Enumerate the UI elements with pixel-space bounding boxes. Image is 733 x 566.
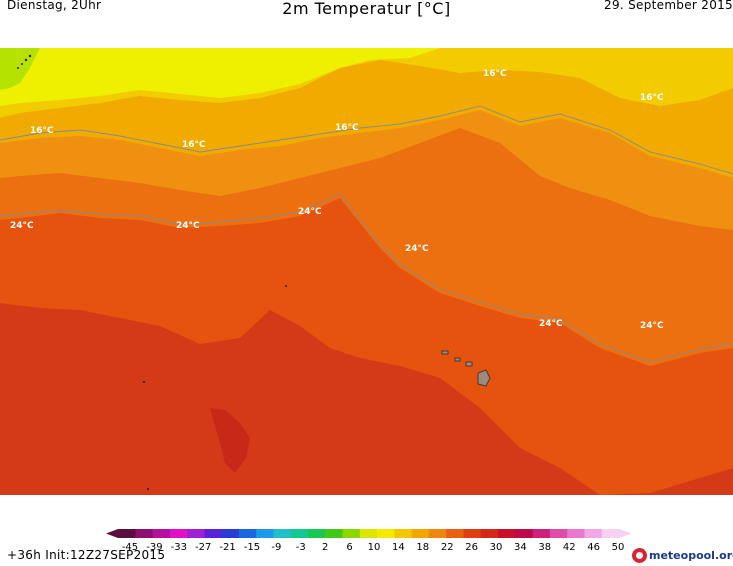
scale-tick-label: 10: [368, 542, 381, 553]
color-scale: -45 -39 -33 -27 -21 -15 -9 -3 2 6 10 14 18 22 26 30 34 38…: [106, 529, 631, 553]
forecast-date: 29. September 2015: [604, 0, 733, 12]
scale-segment: [567, 529, 586, 538]
scale-tick-label: 30: [490, 542, 503, 553]
scale-segment: [325, 529, 344, 538]
scale-tick-label: 38: [538, 542, 551, 553]
isotherm-label: 16°C: [640, 93, 664, 103]
scale-segment: [118, 529, 136, 538]
scale-segment: [480, 529, 499, 538]
isotherm-label: 24°C: [640, 321, 664, 331]
run-info: +36h Init:12Z27SEP2015: [7, 548, 166, 562]
forecast-day-time: Dienstag, 2Uhr: [7, 0, 102, 12]
scale-tick-label: 46: [587, 542, 600, 553]
scale-segment: [463, 529, 482, 538]
scale-segment: [187, 529, 205, 538]
scale-tick-label: 50: [612, 542, 625, 553]
scale-tick-label: -3: [296, 542, 306, 553]
meteopool-logo[interactable]: meteopool.org: [632, 546, 733, 564]
scale-segment: [549, 529, 568, 538]
scale-segment: [394, 529, 413, 538]
isotherm-label: 16°C: [182, 140, 206, 150]
scale-tick-label: -27: [195, 542, 211, 553]
map-title: 2m Temperatur [°C]: [282, 0, 451, 18]
scale-tick-label: 34: [514, 542, 527, 553]
scale-arrow-left: [106, 529, 118, 538]
scale-segment: [135, 529, 154, 538]
scale-segment: [446, 529, 465, 538]
isotherm-label: 24°C: [10, 221, 34, 231]
scale-segment: [515, 529, 534, 538]
band-12: [0, 48, 40, 90]
isotherm-label: 24°C: [405, 244, 429, 254]
scale-segment: [377, 529, 396, 538]
scale-segment: [342, 529, 361, 538]
scale-segment: [169, 529, 188, 538]
scale-tick-label: 6: [346, 542, 352, 553]
scale-segment: [359, 529, 378, 538]
scale-tick-label: -21: [219, 542, 235, 553]
scale-segment: [256, 529, 275, 538]
scale-segments: [106, 529, 631, 538]
scale-tick-label: 42: [563, 542, 576, 553]
scale-segment: [238, 529, 257, 538]
scale-tick-label: -33: [171, 542, 187, 553]
scale-segment: [532, 529, 551, 538]
warm-pocket: [210, 408, 250, 473]
scale-segment: [601, 529, 620, 538]
isotherm-label: 16°C: [335, 123, 359, 133]
island-chain: [17, 54, 287, 490]
isotherm-label: 24°C: [176, 221, 200, 231]
scale-segment: [308, 529, 326, 538]
scale-segment: [411, 529, 430, 538]
scale-tick-label: -15: [244, 542, 260, 553]
isotherm-label: 24°C: [298, 207, 322, 217]
scale-segment: [498, 529, 516, 538]
scale-ticks: -45 -39 -33 -27 -21 -15 -9 -3 2 6 10 14 18 22 26 30 34 38…: [122, 542, 625, 553]
islands: [441, 350, 491, 387]
scale-segment: [273, 529, 292, 538]
scale-segment: [428, 529, 447, 538]
logo-icon: [632, 547, 647, 563]
scale-tick-label: 14: [392, 542, 405, 553]
scale-segment: [204, 529, 223, 538]
temperature-map: 16°C 16°C 16°C 16°C 16°C 24°C 24°C 24°C …: [0, 48, 733, 495]
isotherm-label: 16°C: [30, 126, 54, 136]
isotherm-lines: [0, 105, 733, 363]
logo-text: meteopool.org: [649, 548, 733, 562]
scale-segment: [152, 529, 171, 538]
scale-tick-label: 2: [322, 542, 328, 553]
isotherm-label: 16°C: [483, 69, 507, 79]
scale-segment: [290, 529, 309, 538]
band-14: [0, 48, 440, 106]
scale-tick-label: -45: [122, 542, 138, 553]
scale-segment: [221, 529, 240, 538]
isotherm-label: 24°C: [539, 319, 563, 329]
scale-tick-label: -9: [271, 542, 281, 553]
scale-tick-label: -39: [146, 542, 162, 553]
scale-tick-label: 26: [465, 542, 478, 553]
scale-segment: [584, 529, 603, 538]
scale-tick-label: 22: [441, 542, 454, 553]
scale-arrow-right: [619, 529, 631, 538]
scale-tick-label: 18: [416, 542, 429, 553]
isotherm-label-group: 16°C 16°C 16°C 16°C 16°C 24°C 24°C 24°C …: [10, 69, 664, 331]
